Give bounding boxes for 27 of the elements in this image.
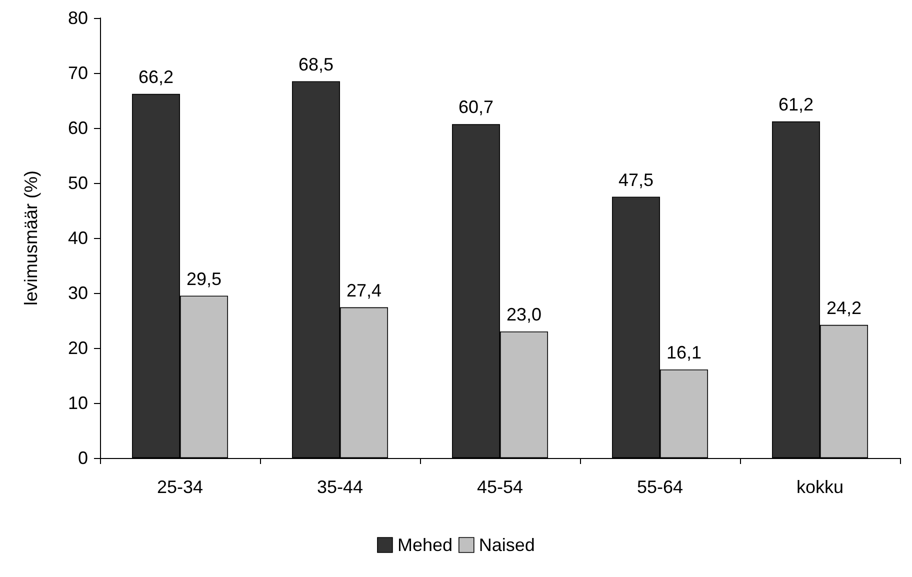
x-tick-label: 25-34 <box>156 477 204 497</box>
y-tick-label: 30 <box>68 283 88 303</box>
x-tick-label: kokku <box>796 477 844 497</box>
x-tick-label: 55-64 <box>636 477 684 497</box>
data-label: 29,5 <box>186 268 222 289</box>
data-label: 27,4 <box>346 280 382 300</box>
x-tick-label: 35-44 <box>316 477 364 497</box>
y-tick-label: 50 <box>68 173 88 193</box>
data-label: 16,1 <box>666 342 702 362</box>
y-tick-label: 10 <box>68 393 88 413</box>
y-tick-label: 0 <box>78 448 88 468</box>
x-tick-label: 45-54 <box>476 477 524 497</box>
data-label: 66,2 <box>138 66 174 87</box>
y-tick-label: 80 <box>68 8 88 28</box>
data-label: 68,5 <box>298 54 334 74</box>
data-label: 23,0 <box>506 304 542 324</box>
data-label: 60,7 <box>458 97 494 118</box>
data-label: 24,2 <box>826 298 862 318</box>
y-tick-label: 20 <box>68 338 88 358</box>
y-tick-label: 70 <box>68 63 88 83</box>
y-tick-label: 60 <box>68 118 88 138</box>
data-label: 61,2 <box>778 94 814 114</box>
y-axis-title: levimusmäär (%) <box>21 170 41 306</box>
data-label: 47,5 <box>618 170 654 190</box>
legend-label: Mehed <box>397 535 453 555</box>
y-tick-label: 40 <box>68 228 88 248</box>
legend-label: Naised <box>478 535 535 555</box>
